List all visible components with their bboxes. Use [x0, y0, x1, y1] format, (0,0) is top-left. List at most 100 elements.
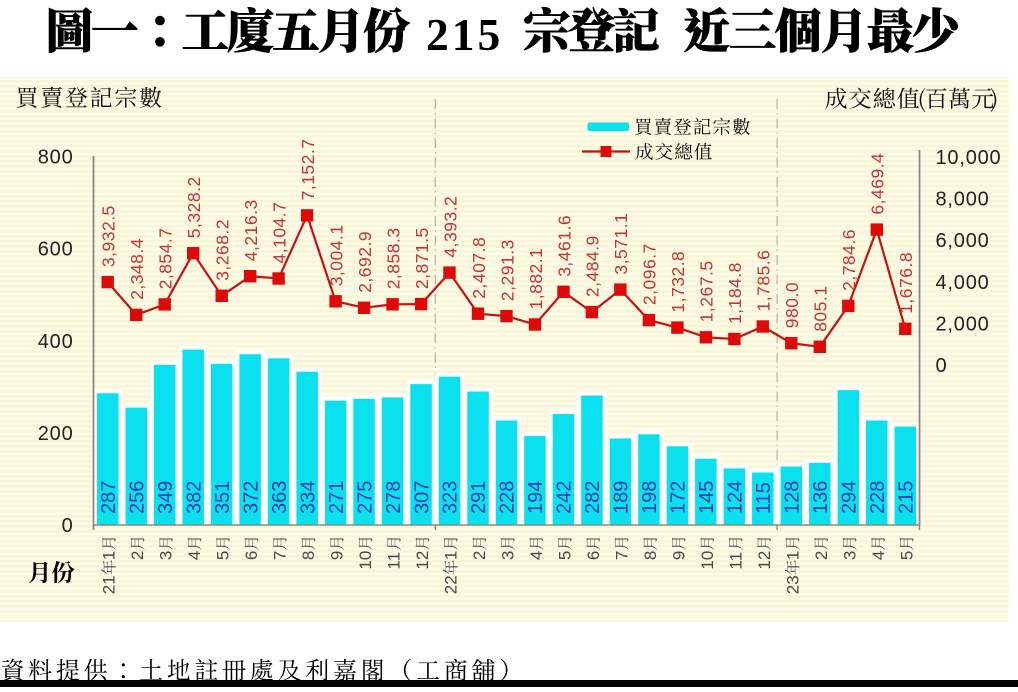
- svg-text:12: 12: [413, 551, 432, 570]
- svg-text:10: 10: [356, 551, 375, 570]
- svg-text:4,216.3: 4,216.3: [241, 199, 261, 261]
- svg-text:1: 1: [100, 551, 119, 560]
- svg-text:8,000: 8,000: [936, 189, 990, 211]
- svg-text:1: 1: [442, 551, 461, 560]
- svg-text:382: 382: [183, 481, 205, 514]
- svg-text:2: 2: [470, 551, 489, 560]
- svg-text:4,000: 4,000: [936, 272, 990, 294]
- svg-text:1,267.5: 1,267.5: [697, 260, 717, 322]
- svg-text:349: 349: [155, 481, 177, 514]
- svg-text:215: 215: [896, 481, 918, 514]
- svg-text:3: 3: [157, 551, 176, 560]
- svg-text:189: 189: [611, 481, 633, 514]
- svg-text:198: 198: [639, 481, 661, 514]
- svg-text:600: 600: [38, 239, 74, 261]
- svg-text:228: 228: [867, 481, 889, 514]
- svg-text:2,407.8: 2,407.8: [469, 237, 489, 299]
- svg-text:2: 2: [812, 551, 831, 560]
- svg-text:3,571.1: 3,571.1: [611, 213, 631, 275]
- svg-text:128: 128: [782, 481, 804, 514]
- svg-text:2,858.3: 2,858.3: [383, 227, 403, 289]
- svg-text:3,932.5: 3,932.5: [99, 205, 119, 267]
- svg-text:275: 275: [354, 481, 376, 514]
- svg-text:400: 400: [38, 331, 74, 353]
- svg-text:11: 11: [385, 552, 404, 570]
- svg-text:0: 0: [936, 355, 948, 377]
- svg-text:980.0: 980.0: [782, 282, 802, 328]
- svg-text:1: 1: [783, 551, 802, 560]
- svg-text:11: 11: [726, 552, 745, 570]
- svg-text:287: 287: [98, 481, 120, 514]
- svg-text:3,461.6: 3,461.6: [554, 215, 574, 277]
- svg-text:115: 115: [753, 482, 775, 514]
- svg-text:1,732.8: 1,732.8: [668, 251, 688, 313]
- svg-text:2,348.4: 2,348.4: [127, 238, 147, 300]
- svg-text:5,328.2: 5,328.2: [184, 176, 204, 238]
- svg-text:2,854.7: 2,854.7: [156, 228, 176, 290]
- svg-text:4: 4: [527, 551, 546, 560]
- svg-text:2,484.9: 2,484.9: [583, 235, 603, 297]
- svg-text:1,184.8: 1,184.8: [725, 262, 745, 324]
- svg-text:2,871.5: 2,871.5: [412, 227, 432, 289]
- svg-text:2: 2: [128, 551, 147, 560]
- svg-text:372: 372: [240, 481, 262, 514]
- svg-text:12: 12: [755, 551, 774, 570]
- svg-text:6: 6: [242, 551, 261, 560]
- svg-text:323: 323: [440, 481, 462, 514]
- svg-text:334: 334: [297, 481, 319, 514]
- svg-text:271: 271: [326, 481, 348, 514]
- svg-text:4: 4: [869, 551, 888, 560]
- svg-text:242: 242: [554, 481, 576, 514]
- svg-text:124: 124: [725, 481, 747, 514]
- svg-text:3,004.1: 3,004.1: [326, 224, 346, 286]
- svg-text:136: 136: [810, 481, 832, 514]
- svg-text:278: 278: [383, 481, 405, 514]
- svg-text:291: 291: [468, 481, 490, 514]
- svg-text:200: 200: [38, 423, 74, 445]
- svg-text:0: 0: [62, 515, 74, 537]
- svg-text:145: 145: [696, 481, 718, 514]
- svg-text:22: 22: [442, 575, 461, 594]
- svg-text:1,882.1: 1,882.1: [526, 248, 546, 310]
- svg-text:10: 10: [698, 551, 717, 570]
- svg-text:282: 282: [582, 481, 604, 514]
- svg-text:256: 256: [126, 481, 148, 514]
- svg-text:2,692.9: 2,692.9: [355, 231, 375, 293]
- svg-text:23: 23: [783, 575, 802, 594]
- svg-text:6,000: 6,000: [936, 230, 990, 252]
- svg-text:8: 8: [299, 551, 318, 560]
- svg-text:800: 800: [38, 147, 74, 169]
- svg-text:1,785.6: 1,785.6: [754, 250, 774, 312]
- svg-text:9: 9: [669, 551, 688, 560]
- svg-text:363: 363: [269, 481, 291, 514]
- svg-text:8: 8: [641, 551, 660, 560]
- svg-text:5: 5: [897, 551, 916, 560]
- svg-text:3: 3: [499, 551, 518, 560]
- svg-text:9: 9: [328, 551, 347, 560]
- svg-text:6: 6: [584, 551, 603, 560]
- svg-text:2,291.3: 2,291.3: [497, 239, 517, 301]
- svg-text:10,000: 10,000: [936, 147, 1002, 169]
- svg-text:2,096.7: 2,096.7: [640, 243, 660, 305]
- svg-text:5: 5: [214, 551, 233, 560]
- svg-text:6,469.4: 6,469.4: [868, 153, 888, 215]
- svg-text:215: 215: [426, 9, 503, 60]
- svg-text:3,268.2: 3,268.2: [213, 219, 233, 281]
- svg-text:4,393.2: 4,393.2: [440, 196, 460, 258]
- svg-text:2,000: 2,000: [936, 313, 990, 335]
- svg-text:21: 21: [100, 575, 119, 594]
- svg-text:2,784.6: 2,784.6: [839, 229, 859, 291]
- svg-text:7,152.7: 7,152.7: [298, 139, 318, 201]
- svg-text:351: 351: [212, 481, 234, 514]
- svg-text:294: 294: [839, 481, 861, 514]
- svg-text:228: 228: [497, 481, 519, 514]
- svg-text:4,104.7: 4,104.7: [269, 202, 289, 264]
- svg-text:7: 7: [612, 551, 631, 560]
- svg-text:5: 5: [556, 551, 575, 560]
- svg-text:1,676.8: 1,676.8: [896, 252, 916, 314]
- svg-text:172: 172: [668, 481, 690, 514]
- svg-text:307: 307: [411, 481, 433, 514]
- svg-text:7: 7: [271, 551, 290, 560]
- svg-text:194: 194: [525, 481, 547, 514]
- svg-text:805.1: 805.1: [811, 286, 831, 332]
